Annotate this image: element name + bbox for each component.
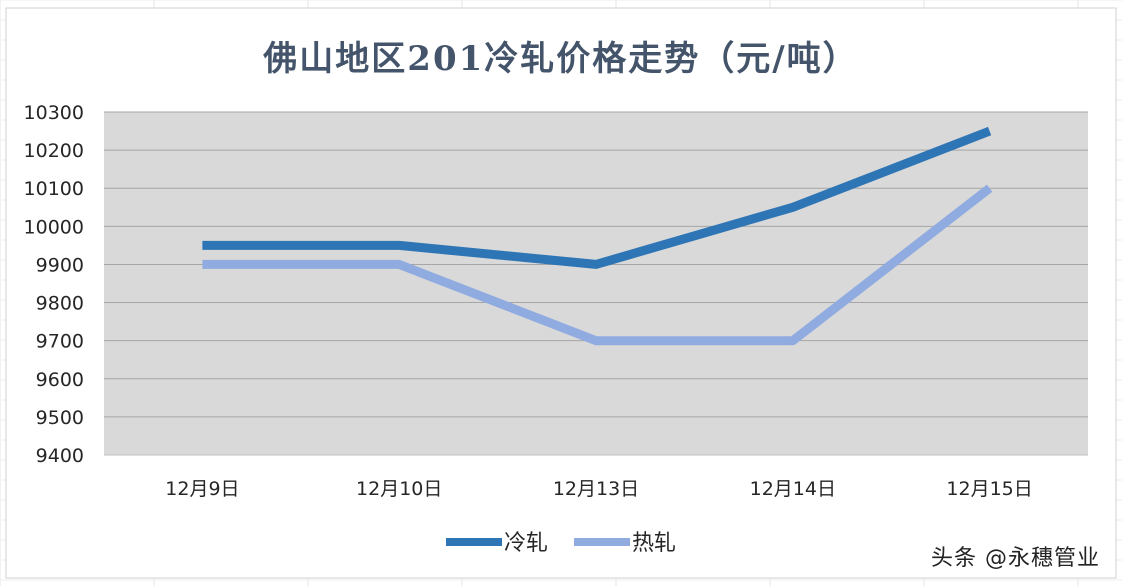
- x-tick-label: 12月9日: [165, 478, 239, 500]
- y-tick-label: 9900: [36, 254, 84, 276]
- y-tick-label: 10300: [24, 102, 84, 124]
- plot-area: [104, 112, 1088, 455]
- y-tick-label: 9700: [36, 331, 84, 353]
- y-tick-label: 9500: [36, 407, 84, 429]
- y-tick-label: 9600: [36, 369, 84, 391]
- legend-label: 热轧: [632, 531, 676, 556]
- y-tick-label: 10000: [24, 216, 84, 238]
- y-tick-label: 10200: [24, 140, 84, 162]
- x-tick-label: 12月14日: [750, 478, 836, 500]
- watermark: 头条 @永穗管业: [931, 546, 1100, 571]
- legend-label: 冷轧: [504, 531, 548, 556]
- x-tick-label: 12月15日: [946, 478, 1032, 500]
- x-tick-label: 12月13日: [553, 478, 639, 500]
- y-tick-label: 9400: [36, 445, 84, 467]
- y-tick-label: 9800: [36, 293, 84, 315]
- x-tick-label: 12月10日: [356, 478, 442, 500]
- chart-title: 佛山地区201冷轧价格走势（元/吨）: [262, 39, 858, 79]
- y-tick-label: 10100: [24, 178, 84, 200]
